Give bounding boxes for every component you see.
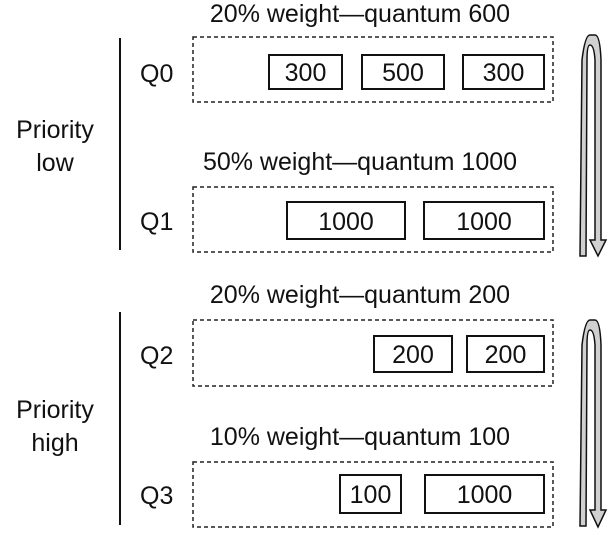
q0-packet <box>268 54 343 90</box>
q2-packet-size: 200 <box>392 341 434 369</box>
q3-packet <box>339 474 402 514</box>
group-label-high-line1: Priority <box>16 396 94 424</box>
q2-packet-size: 200 <box>485 341 527 369</box>
q0-caption: 20% weight—quantum 600 <box>210 0 510 28</box>
q2-caption: 20% weight—quantum 200 <box>210 281 510 309</box>
round-robin-arrow-icon <box>579 34 608 258</box>
q1-caption: 50% weight—quantum 1000 <box>203 148 517 176</box>
group-label-low-line1: Priority <box>16 116 94 144</box>
q0-packet <box>462 54 545 90</box>
q1-packet <box>286 201 406 240</box>
group-label-low-line2: low <box>36 149 74 177</box>
q3-box <box>192 461 554 528</box>
q1-box <box>192 186 554 253</box>
q1-packet-size: 1000 <box>456 208 512 236</box>
q2-packet <box>373 335 453 373</box>
q3-caption: 10% weight—quantum 100 <box>210 423 510 451</box>
q0-packet-size: 300 <box>483 59 525 87</box>
q2-box <box>192 319 554 387</box>
q0-packet <box>361 54 445 90</box>
q1-packet-size: 1000 <box>318 208 374 236</box>
q1-packet <box>423 201 545 240</box>
q3-packet-size: 100 <box>350 481 392 509</box>
q2-label: Q2 <box>140 342 173 370</box>
q3-packet-size: 1000 <box>457 481 513 509</box>
q3-packet <box>424 474 545 514</box>
q3-label: Q3 <box>140 482 173 510</box>
q0-box <box>192 36 554 103</box>
q0-packet-size: 500 <box>382 59 424 87</box>
q1-label: Q1 <box>140 208 173 236</box>
q2-packet <box>466 335 545 373</box>
group-label-high-line2: high <box>31 429 78 457</box>
q0-label: Q0 <box>140 60 173 88</box>
q0-packet-size: 300 <box>285 59 327 87</box>
round-robin-arrow-icon <box>579 319 608 529</box>
